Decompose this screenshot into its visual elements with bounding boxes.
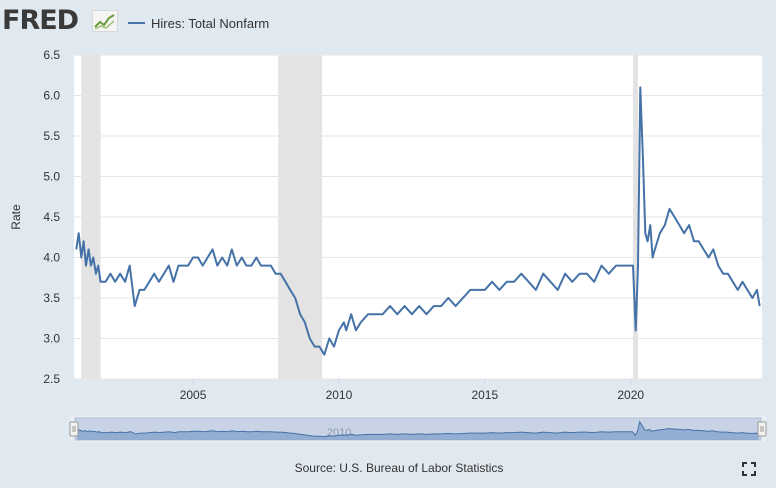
y-tick-label: 5.0 <box>43 170 60 184</box>
y-tick-label: 6.5 <box>43 48 60 62</box>
x-tick-label: 2005 <box>180 388 207 402</box>
y-tick-label: 5.5 <box>43 129 60 143</box>
y-tick-label: 4.5 <box>43 210 60 224</box>
y-tick-label: 6.0 <box>43 89 60 103</box>
y-tick-label: 3.0 <box>43 332 60 346</box>
x-tick-label: 2010 <box>326 388 353 402</box>
legend-label: Hires: Total Nonfarm <box>151 15 270 31</box>
navigator-area <box>77 421 759 440</box>
y-axis-label: Rate <box>9 204 23 230</box>
legend-line-swatch <box>128 22 145 24</box>
navigator-handle-right[interactable] <box>757 421 767 437</box>
chart-legend[interactable]: Hires: Total Nonfarm <box>128 13 269 33</box>
chart: 2.5 3.0 3.5 4.0 4.5 5.0 5.5 6.0 6.5 2005 2010 2015 2… <box>9 48 767 442</box>
source-note: Source: U.S. Bureau of Labor Statistics <box>294 461 504 475</box>
trend-chart-icon <box>92 10 118 32</box>
fullscreen-icon[interactable] <box>742 462 756 476</box>
navigator-handle-body <box>757 421 767 437</box>
series-line <box>75 86 761 356</box>
y-tick-label: 4.0 <box>43 251 60 265</box>
logo-text: FRED <box>2 5 79 36</box>
navigator-handle-left[interactable] <box>69 421 79 437</box>
y-tick-label: 2.5 <box>43 372 60 386</box>
x-tick-label: 2020 <box>617 388 644 402</box>
x-tick-label: 2015 <box>471 388 498 402</box>
y-tick-label: 3.5 <box>43 291 60 305</box>
chart-header: FRED Hires: Total Nonfarm <box>0 0 776 44</box>
navigator-line <box>77 420 759 438</box>
navigator-handle-body <box>69 421 79 437</box>
